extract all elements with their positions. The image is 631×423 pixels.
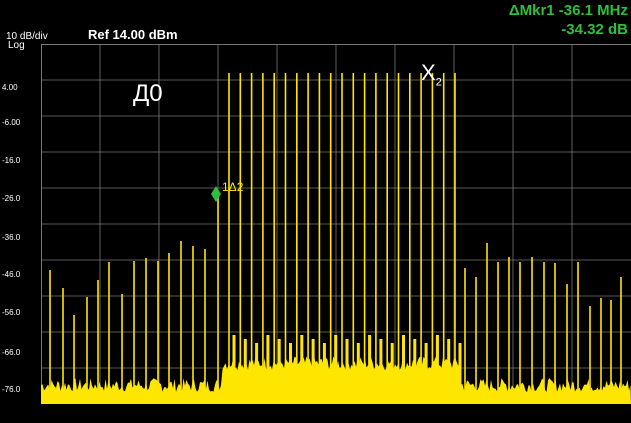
delta-marker-frequency: ΔMkr1 -36.1 MHz — [508, 2, 628, 19]
annotation-right-sub: 2 — [435, 76, 442, 89]
marker-group — [211, 186, 221, 202]
delta-marker-amplitude: -34.32 dB — [561, 21, 628, 38]
y-tick-label: 4.00 — [2, 83, 18, 92]
y-tick-label: -26.0 — [2, 194, 21, 203]
y-tick-label: -16.0 — [2, 156, 21, 165]
y-tick-label: -36.0 — [2, 233, 21, 242]
delta-marker-diamond — [211, 186, 221, 202]
marker-label: 1Δ2 — [222, 180, 244, 194]
log-scale-label: Log — [8, 40, 25, 51]
reference-level: Ref 14.00 dBm — [88, 27, 178, 42]
annotation-right: X2 — [421, 60, 442, 88]
y-tick-label: -6.00 — [2, 118, 21, 127]
y-tick-label: -76.0 — [2, 385, 21, 394]
annotation-left: Д0 — [133, 80, 163, 107]
y-tick-label: -46.0 — [2, 270, 21, 279]
scale-per-division: 10 dB/div — [6, 31, 48, 42]
annotation-right-main: X — [421, 60, 436, 85]
grid-lines — [41, 44, 631, 404]
y-tick-label: -66.0 — [2, 348, 21, 357]
y-tick-label: -56.0 — [2, 308, 21, 317]
spectrum-trace — [41, 73, 631, 404]
